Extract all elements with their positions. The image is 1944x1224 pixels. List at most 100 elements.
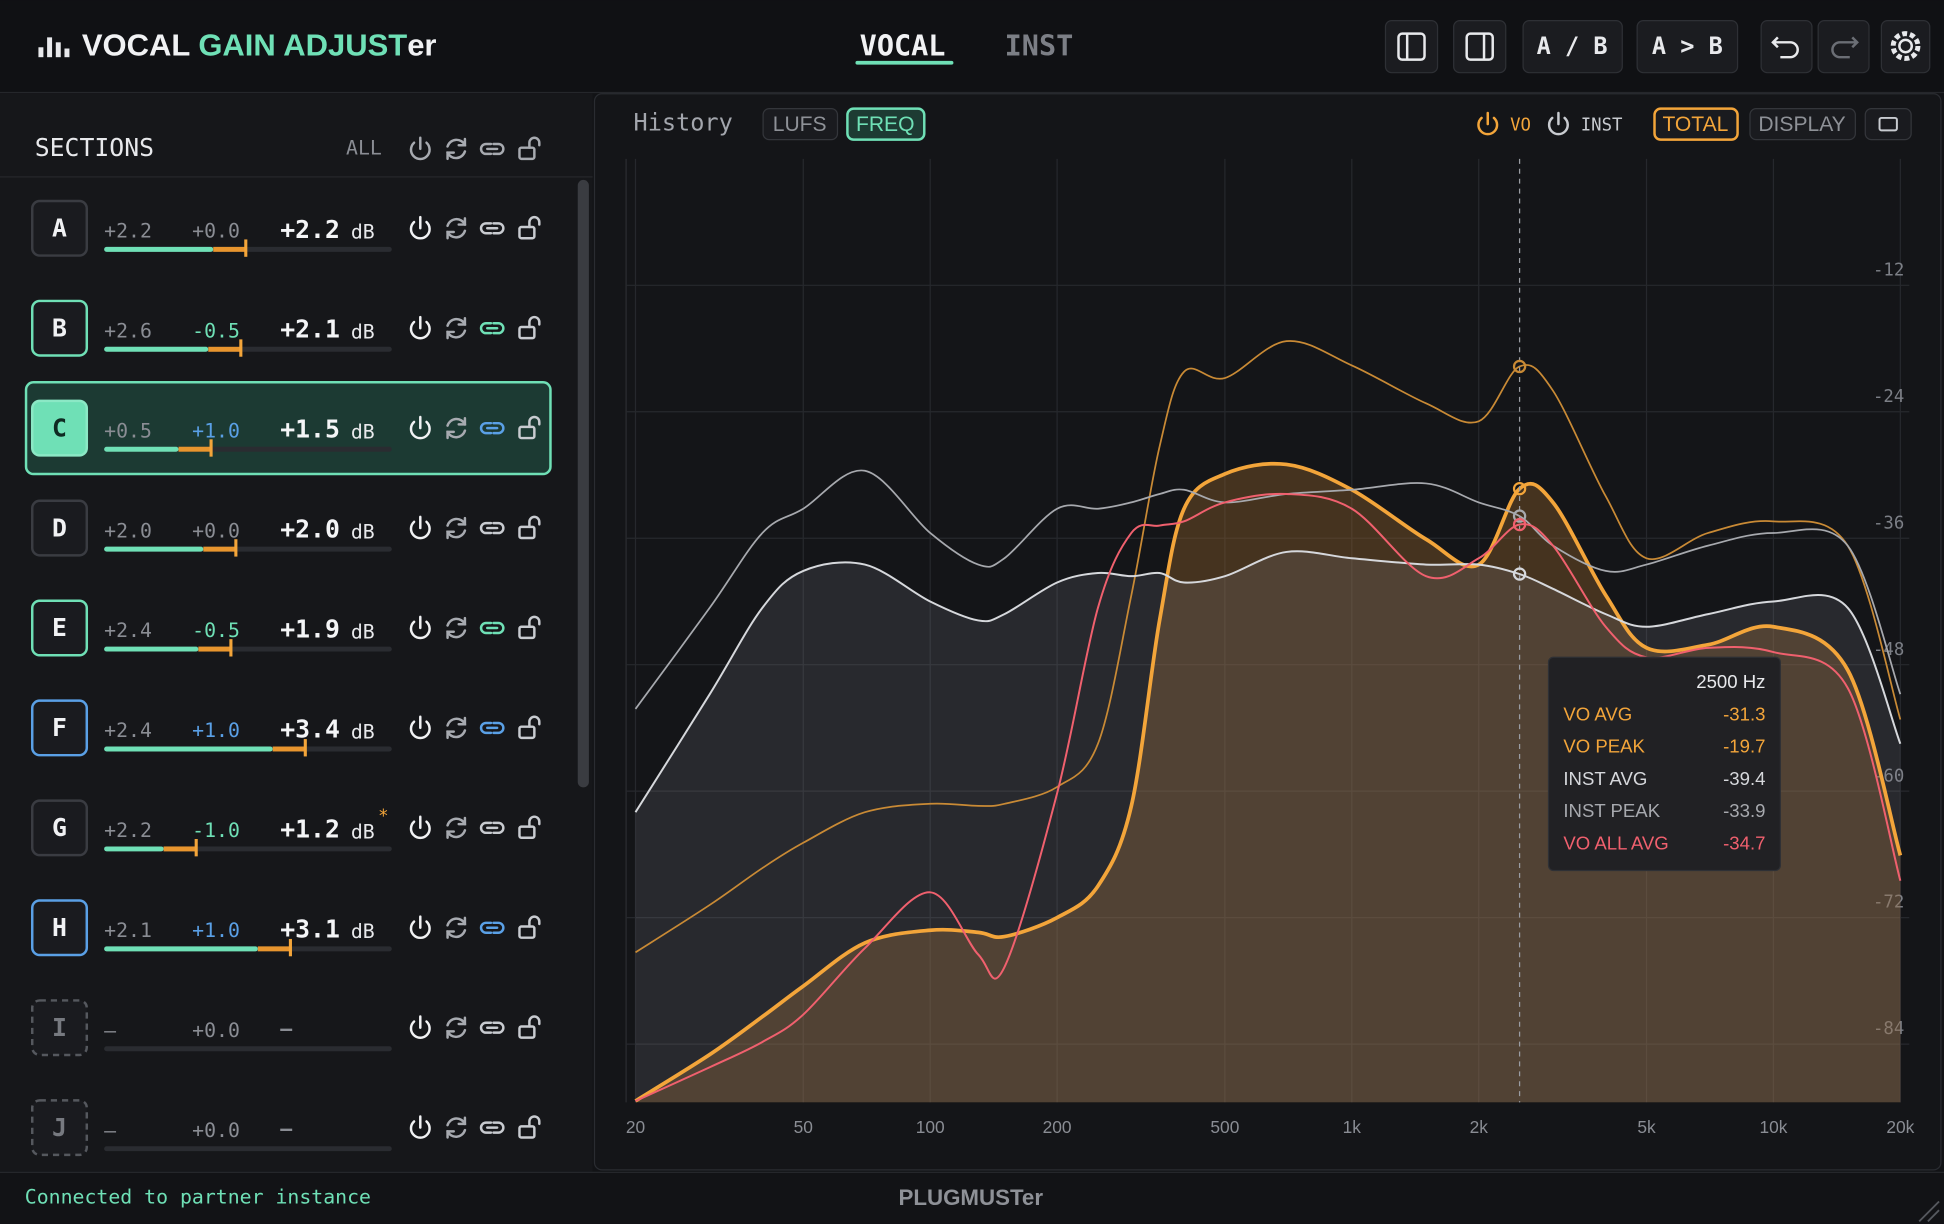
link-icon[interactable]	[479, 621, 505, 635]
source-toggle[interactable]: INST	[1581, 115, 1623, 135]
lock-icon[interactable]	[518, 315, 541, 340]
link-icon[interactable]	[479, 322, 505, 335]
scrollbar[interactable]	[577, 179, 589, 788]
refresh-icon[interactable]	[446, 516, 467, 540]
refresh-icon[interactable]	[446, 137, 467, 161]
section-row[interactable]: C +0.5 +1.0 +1.5 dB	[24, 381, 552, 476]
lock-icon[interactable]	[518, 215, 541, 240]
refresh-icon[interactable]	[446, 317, 467, 340]
section-row[interactable]: D +2.0 +0.0 +2.0 dB	[30, 499, 541, 557]
section-id: D	[52, 513, 67, 542]
section-row[interactable]: B +2.6 -0.5 +2.1 dB	[30, 299, 541, 357]
lock-icon[interactable]	[518, 715, 541, 740]
link-icon[interactable]	[479, 521, 505, 535]
icon-stroke	[479, 421, 493, 435]
section-row[interactable]: F +2.4 +1.0 +3.4 dB	[30, 699, 541, 757]
icon-stroke	[479, 921, 493, 934]
section-row[interactable]: J – +0.0 –	[30, 1099, 541, 1157]
refresh-icon[interactable]	[446, 716, 467, 740]
icon-stroke	[492, 721, 505, 735]
area-fill	[635, 463, 1901, 1103]
icon-stroke	[1878, 116, 1898, 132]
refresh-icon[interactable]	[446, 1016, 467, 1039]
toggle-label: DISPLAY	[1758, 113, 1845, 136]
link-icon[interactable]	[479, 721, 505, 735]
tab[interactable]: VOCAL	[860, 29, 946, 62]
icon-stroke	[409, 1020, 431, 1039]
lock-icon[interactable]	[518, 1115, 541, 1139]
redo-button[interactable]	[1817, 19, 1870, 74]
section-row[interactable]: G +2.2 -1.0 +1.2 dB*	[30, 799, 541, 857]
layout-button[interactable]	[1453, 19, 1507, 74]
icon-stroke	[409, 820, 431, 840]
power-icon[interactable]	[409, 915, 431, 940]
lock-icon[interactable]	[518, 136, 541, 161]
icon-stroke	[528, 515, 541, 529]
power-icon[interactable]	[1477, 111, 1499, 136]
section-row[interactable]: H +2.1 +1.0 +3.1 dB	[30, 899, 541, 957]
link-icon[interactable]	[479, 222, 505, 235]
power-icon[interactable]	[409, 415, 431, 440]
link-icon[interactable]	[479, 821, 505, 835]
toggle-button[interactable]	[762, 108, 839, 141]
link-icon[interactable]	[479, 1021, 505, 1034]
power-icon[interactable]	[409, 1015, 431, 1039]
lock-icon[interactable]	[518, 615, 541, 640]
toggle-button[interactable]	[1749, 108, 1856, 141]
undo-button[interactable]	[1760, 19, 1813, 74]
icon-stroke	[446, 1130, 456, 1139]
power-icon[interactable]	[409, 815, 431, 840]
section-id: H	[52, 913, 67, 942]
ab-copy-button[interactable]	[1636, 19, 1739, 74]
toggle-button[interactable]	[846, 107, 926, 141]
power-icon[interactable]	[409, 715, 431, 740]
icon-stroke	[409, 620, 431, 640]
lock-icon[interactable]	[518, 415, 541, 440]
source-toggle[interactable]: VO	[1510, 115, 1531, 135]
ab-toggle-button[interactable]	[1522, 19, 1623, 74]
resize-grip[interactable]	[1918, 1200, 1940, 1223]
power-icon[interactable]	[409, 1115, 431, 1139]
gain-offset-meter	[203, 546, 236, 552]
refresh-icon[interactable]	[446, 616, 467, 640]
refresh-icon[interactable]	[446, 916, 467, 939]
link-icon[interactable]	[479, 142, 505, 156]
lock-icon[interactable]	[518, 1015, 541, 1039]
power-icon[interactable]	[409, 615, 431, 640]
lock-icon[interactable]	[518, 815, 541, 840]
icon-stroke	[1547, 116, 1569, 136]
x-tick-label: 500	[1210, 1117, 1239, 1137]
refresh-icon[interactable]	[446, 217, 467, 240]
total-gain: +2.2	[280, 215, 340, 244]
icon-stroke	[528, 915, 541, 928]
layout-button[interactable]	[1384, 19, 1439, 74]
section-row[interactable]: E +2.4 -0.5 +1.9 dB	[30, 599, 541, 657]
power-icon[interactable]	[409, 515, 431, 540]
link-icon[interactable]	[479, 1121, 505, 1134]
refresh-icon[interactable]	[446, 816, 467, 840]
expand-button[interactable]	[1864, 108, 1912, 141]
link-icon[interactable]	[479, 921, 505, 934]
link-icon[interactable]	[479, 421, 505, 435]
all-label[interactable]: ALL	[346, 136, 382, 159]
section-row[interactable]: I – +0.0 –	[30, 999, 541, 1057]
expand-icon[interactable]	[1878, 116, 1898, 132]
power-icon[interactable]	[409, 215, 431, 240]
tab[interactable]: INST	[1005, 29, 1074, 62]
lock-icon[interactable]	[518, 515, 541, 540]
icon-stroke	[518, 425, 536, 440]
power-icon[interactable]	[1547, 111, 1569, 136]
ab-copy-label: A > B	[1652, 32, 1723, 60]
refresh-icon[interactable]	[446, 416, 467, 440]
icon-stroke	[492, 821, 505, 835]
lock-icon[interactable]	[518, 915, 541, 939]
toggle-button[interactable]	[1653, 107, 1739, 141]
power-icon[interactable]	[409, 315, 431, 340]
section-row[interactable]: A +2.2 +0.0 +2.2 dB	[30, 199, 541, 257]
refresh-icon[interactable]	[446, 1116, 467, 1139]
power-icon[interactable]	[409, 136, 431, 161]
tooltip: 2500 Hz VO AVG -31.3 VO PEAK -19.7 INST AVG -3…	[1547, 656, 1781, 872]
gain-offset-meter	[178, 446, 211, 452]
settings-button[interactable]	[1880, 19, 1931, 74]
icon-stroke	[479, 621, 493, 635]
